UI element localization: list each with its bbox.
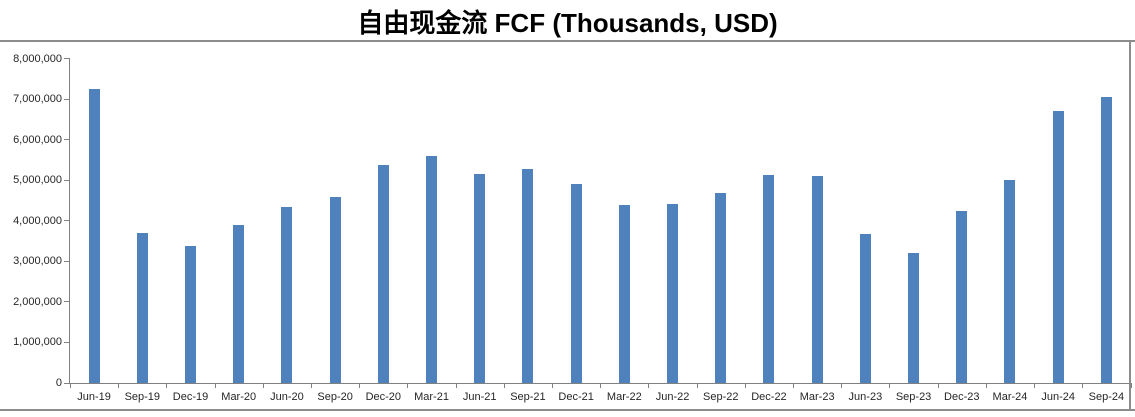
bar-Jun-21 <box>474 174 486 383</box>
y-axis-tick <box>64 98 70 100</box>
x-axis-tick <box>262 383 264 388</box>
y-axis-tick-label: 5,000,000 <box>13 174 62 187</box>
x-axis-tick <box>889 383 891 388</box>
x-axis-tick <box>455 383 457 388</box>
x-axis-tick <box>841 383 843 388</box>
bar-Jun-23 <box>859 234 871 383</box>
x-axis-label-Sep-21: Sep-21 <box>510 391 546 403</box>
y-axis-tick-label: 8,000,000 <box>13 52 62 65</box>
bar-Mar-20 <box>233 225 245 383</box>
x-axis-tick <box>793 383 795 388</box>
bar-Mar-24 <box>1004 180 1016 383</box>
x-axis-label-Sep-19: Sep-19 <box>124 391 161 403</box>
x-axis-tick <box>744 383 746 388</box>
chart-border-top <box>0 40 1135 42</box>
x-axis-label-Sep-22: Sep-22 <box>703 391 739 403</box>
x-axis-label-Dec-19: Dec-19 <box>172 391 209 403</box>
x-axis-tick <box>600 383 602 388</box>
chart-border-bottom <box>0 409 1135 411</box>
bar-Sep-24 <box>1100 97 1112 383</box>
x-axis-tick <box>214 383 216 388</box>
x-axis-tick <box>696 383 698 388</box>
x-axis-label-Mar-21: Mar-21 <box>414 391 449 403</box>
y-axis-tick <box>64 260 70 262</box>
y-axis-tick-label: 1,000,000 <box>13 336 62 349</box>
bar-Sep-21 <box>522 169 534 383</box>
x-axis-label-Mar-24: Mar-24 <box>992 391 1028 403</box>
bar-Jun-24 <box>1052 111 1064 383</box>
y-axis-tick-label: 4,000,000 <box>13 214 62 227</box>
x-axis-tick <box>1034 383 1036 388</box>
x-axis-tick <box>1130 383 1132 388</box>
x-axis-label-Mar-23: Mar-23 <box>799 391 835 403</box>
x-axis-tick <box>118 383 120 388</box>
bar-Dec-23 <box>956 211 968 383</box>
x-axis-tick <box>359 383 361 388</box>
x-axis-label-Jun-23: Jun-23 <box>848 391 883 403</box>
x-axis-tick <box>985 383 987 388</box>
bar-Dec-21 <box>570 184 582 383</box>
y-axis-tick-label: 7,000,000 <box>13 93 62 106</box>
x-axis-tick <box>1082 383 1084 388</box>
y-axis-tick <box>64 382 70 384</box>
x-axis-label-Jun-21: Jun-21 <box>462 391 497 403</box>
x-axis-label-Dec-20: Dec-20 <box>365 391 402 403</box>
bar-Sep-20 <box>329 196 341 383</box>
x-axis-label-Sep-20: Sep-20 <box>317 391 353 403</box>
x-axis-label-Jun-24: Jun-24 <box>1041 391 1075 403</box>
x-axis-label-Jun-20: Jun-20 <box>270 391 304 403</box>
y-axis-tick <box>64 139 70 141</box>
x-axis-label-Mar-20: Mar-20 <box>221 391 257 403</box>
x-axis-label-Jun-22: Jun-22 <box>655 391 690 403</box>
x-axis-tick <box>937 383 939 388</box>
bar-Sep-22 <box>715 193 727 383</box>
y-axis-tick <box>64 58 70 59</box>
x-axis-label-Dec-23: Dec-23 <box>944 391 980 403</box>
bar-Sep-23 <box>908 252 920 383</box>
bar-Mar-21 <box>426 155 438 383</box>
bar-Dec-20 <box>377 165 389 383</box>
x-axis-label-Mar-22: Mar-22 <box>606 391 642 403</box>
x-axis-label-Dec-21: Dec-21 <box>558 391 594 403</box>
bar-Jun-20 <box>281 206 293 383</box>
bar-Dec-22 <box>763 174 775 383</box>
y-axis-tick <box>64 220 70 222</box>
y-axis-tick <box>64 179 70 181</box>
x-axis-line <box>69 383 1130 384</box>
x-axis-tick <box>311 383 313 388</box>
x-axis-label-Sep-23: Sep-23 <box>895 391 932 403</box>
bar-Mar-22 <box>618 204 630 383</box>
x-axis-tick <box>648 383 650 388</box>
y-axis-tick-label: 0 <box>55 377 62 389</box>
y-axis-tick-label: 3,000,000 <box>13 255 62 268</box>
x-axis-label-Sep-24: Sep-24 <box>1088 391 1125 403</box>
chart-border-right <box>1129 40 1131 411</box>
y-axis-tick <box>64 301 70 303</box>
x-axis-tick <box>70 383 71 388</box>
bar-Dec-19 <box>185 245 196 383</box>
bar-Sep-19 <box>136 232 148 383</box>
x-axis-tick <box>166 383 168 388</box>
y-axis-tick <box>64 341 70 343</box>
y-axis-tick-label: 2,000,000 <box>13 295 62 308</box>
x-axis-label-Dec-22: Dec-22 <box>751 391 787 403</box>
x-axis-tick <box>552 383 554 388</box>
y-axis-tick-label: 6,000,000 <box>13 133 62 146</box>
bar-Jun-22 <box>667 204 679 383</box>
bar-Jun-19 <box>88 88 100 383</box>
bar-Mar-23 <box>811 176 823 383</box>
chart-title: 自由现金流 FCF (Thousands, USD) <box>357 8 778 38</box>
x-axis-tick <box>407 383 409 388</box>
x-axis-tick <box>503 383 505 388</box>
x-axis-label-Jun-19: Jun-19 <box>77 391 111 403</box>
